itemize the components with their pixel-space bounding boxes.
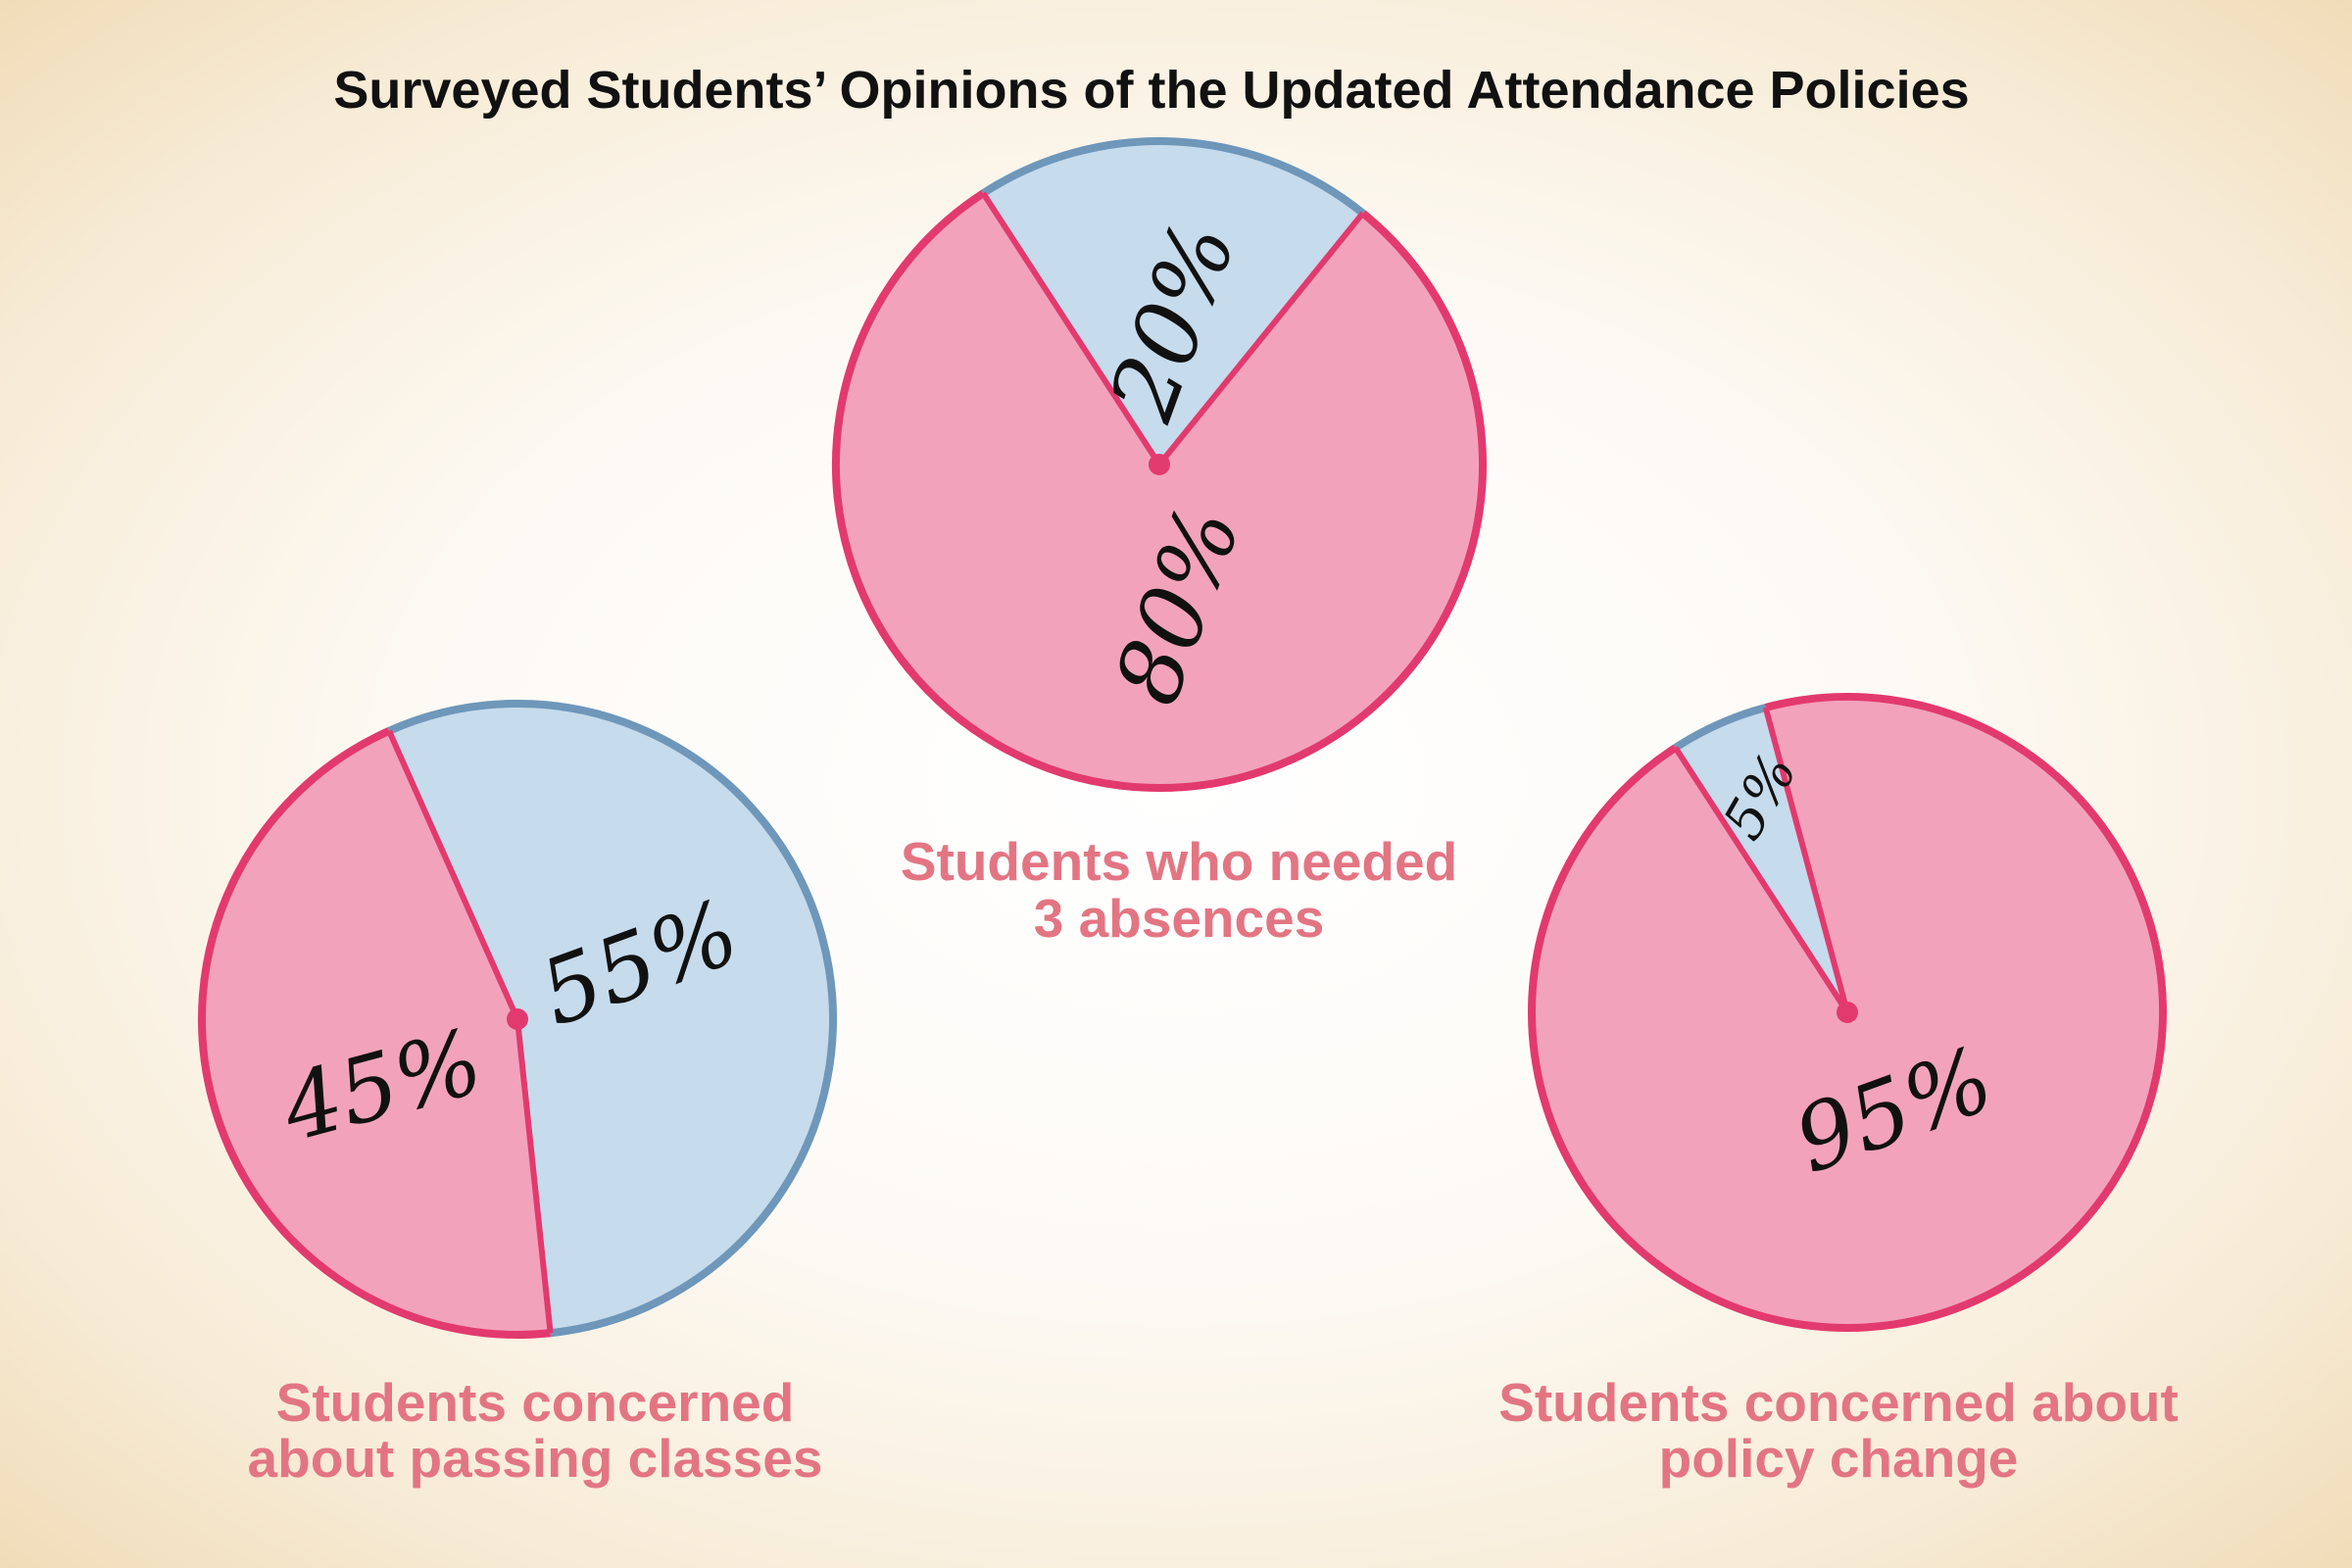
pie-caption-line: about passing classes <box>248 1428 823 1489</box>
pie-caption-line: Students concerned <box>276 1372 795 1433</box>
pie-slice <box>1675 707 1847 1012</box>
pie-chart: 20%80% <box>832 137 1487 792</box>
pie-outline <box>387 700 837 1338</box>
slice-divider <box>1156 211 1366 466</box>
pie-chart: 5%95% <box>1528 693 2167 1332</box>
slice-divider <box>1762 707 1850 1013</box>
pie-outline <box>832 189 1487 792</box>
pie-caption-line: Students concerned about <box>1498 1372 2179 1433</box>
chart-title: Surveyed Students’ Opinions of the Updat… <box>333 61 1969 120</box>
pie-center-dot <box>1149 454 1170 475</box>
slice-divider <box>386 729 520 1021</box>
pie-chart: 55%45% <box>197 700 837 1339</box>
pie-outline <box>1673 704 1767 752</box>
slice-divider <box>514 1018 554 1334</box>
pie-outline <box>981 137 1366 217</box>
pie-center-dot <box>507 1008 528 1030</box>
pie-caption-line: 3 absences <box>1034 888 1325 949</box>
pie-outline <box>197 727 552 1339</box>
pie-caption-line: policy change <box>1659 1428 2019 1489</box>
pie-caption-line: Students who needed <box>901 831 1457 892</box>
slice-divider <box>980 191 1162 466</box>
pie-slice <box>836 193 1483 788</box>
pie-slice <box>983 140 1363 465</box>
pie-slice <box>201 730 551 1335</box>
pie-center-dot <box>1837 1002 1858 1023</box>
pie-slice <box>389 704 833 1334</box>
slice-divider <box>1673 746 1850 1014</box>
pie-outline <box>1528 693 2167 1332</box>
